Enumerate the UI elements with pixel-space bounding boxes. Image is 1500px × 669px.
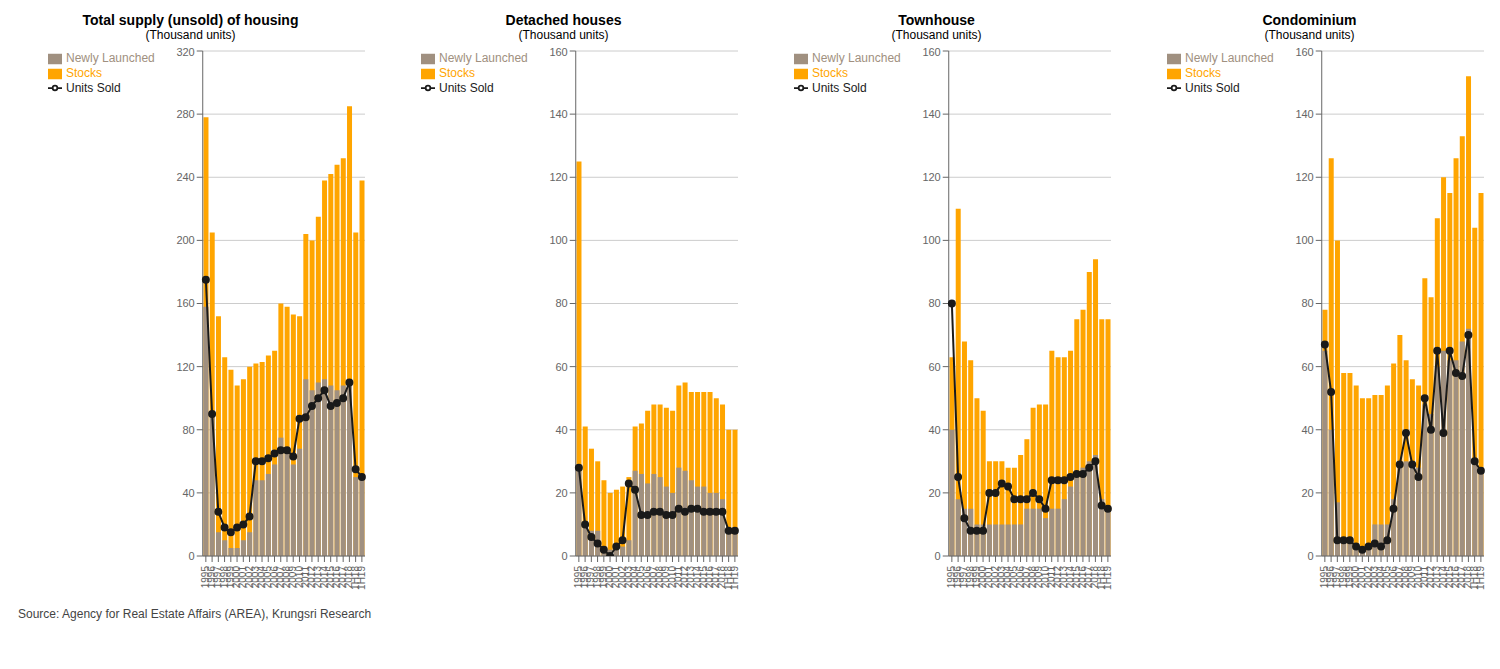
svg-text:140: 140: [549, 108, 567, 120]
html-text:Newly Launched: Newly Launched: [812, 51, 901, 65]
html-text:Units Sold: Units Sold: [439, 80, 494, 95]
svg-text:240: 240: [176, 171, 194, 183]
svg-text:80: 80: [928, 297, 940, 309]
svg-text:140: 140: [1295, 108, 1313, 120]
html-text:Stocks: Stocks: [439, 65, 475, 80]
svg-text:0: 0: [1308, 550, 1314, 562]
html-text:Newly Launched: Newly Launched: [439, 51, 528, 65]
html-text:(Thousand units): (Thousand units): [891, 28, 982, 42]
html-text:Units Sold: Units Sold: [66, 80, 121, 95]
svg-text:1H19: 1H19: [356, 566, 367, 590]
html-text:Newly Launched: Newly Launched: [1185, 51, 1274, 65]
html-text:Stocks: Stocks: [812, 65, 848, 80]
svg-text:100: 100: [922, 234, 940, 246]
svg-text:1H19: 1H19: [1102, 566, 1113, 590]
svg-text:100: 100: [1295, 234, 1313, 246]
svg-text:20: 20: [928, 487, 940, 499]
html-text:Source: Agency for Real Estate: Source: Agency for Real Estate Affairs (…: [18, 607, 372, 621]
svg-text:1H19: 1H19: [729, 566, 740, 590]
svg-text:20: 20: [555, 487, 567, 499]
svg-text:40: 40: [182, 487, 194, 499]
svg-text:1H19: 1H19: [1475, 566, 1486, 590]
html-text:(Thousand units): (Thousand units): [518, 28, 609, 42]
html-text:(Thousand units): (Thousand units): [1264, 28, 1355, 42]
html-text:Condominium: Condominium: [1262, 12, 1357, 28]
svg-text:120: 120: [1295, 171, 1313, 183]
svg-text:280: 280: [176, 108, 194, 120]
svg-text:160: 160: [1295, 46, 1313, 58]
svg-text:80: 80: [1301, 297, 1313, 309]
svg-text:160: 160: [922, 46, 940, 58]
svg-text:320: 320: [176, 46, 194, 58]
svg-text:120: 120: [176, 361, 194, 373]
svg-text:60: 60: [1301, 361, 1313, 373]
html-text:Newly Launched: Newly Launched: [66, 51, 155, 65]
svg-text:40: 40: [928, 424, 940, 436]
svg-text:80: 80: [555, 297, 567, 309]
svg-text:100: 100: [549, 234, 567, 246]
html-text:Detached houses: Detached houses: [505, 12, 622, 28]
svg-text:0: 0: [562, 550, 568, 562]
svg-text:200: 200: [176, 234, 194, 246]
html-text:Units Sold: Units Sold: [1185, 80, 1240, 95]
html-text:Total supply (unsold) of housi: Total supply (unsold) of housing: [82, 12, 299, 28]
html-text:(Thousand units): (Thousand units): [145, 28, 236, 42]
html-text:Stocks: Stocks: [1185, 65, 1221, 80]
svg-text:140: 140: [922, 108, 940, 120]
svg-text:80: 80: [182, 424, 194, 436]
svg-text:60: 60: [928, 361, 940, 373]
svg-text:160: 160: [549, 46, 567, 58]
svg-text:120: 120: [549, 171, 567, 183]
html-text:Units Sold: Units Sold: [812, 80, 867, 95]
svg-text:120: 120: [922, 171, 940, 183]
svg-text:20: 20: [1301, 487, 1313, 499]
svg-text:60: 60: [555, 361, 567, 373]
html-text:Townhouse: Townhouse: [898, 12, 975, 28]
svg-text:0: 0: [189, 550, 195, 562]
html-text:Stocks: Stocks: [66, 65, 102, 80]
svg-text:40: 40: [555, 424, 567, 436]
svg-text:0: 0: [935, 550, 941, 562]
svg-text:160: 160: [176, 297, 194, 309]
svg-text:40: 40: [1301, 424, 1313, 436]
